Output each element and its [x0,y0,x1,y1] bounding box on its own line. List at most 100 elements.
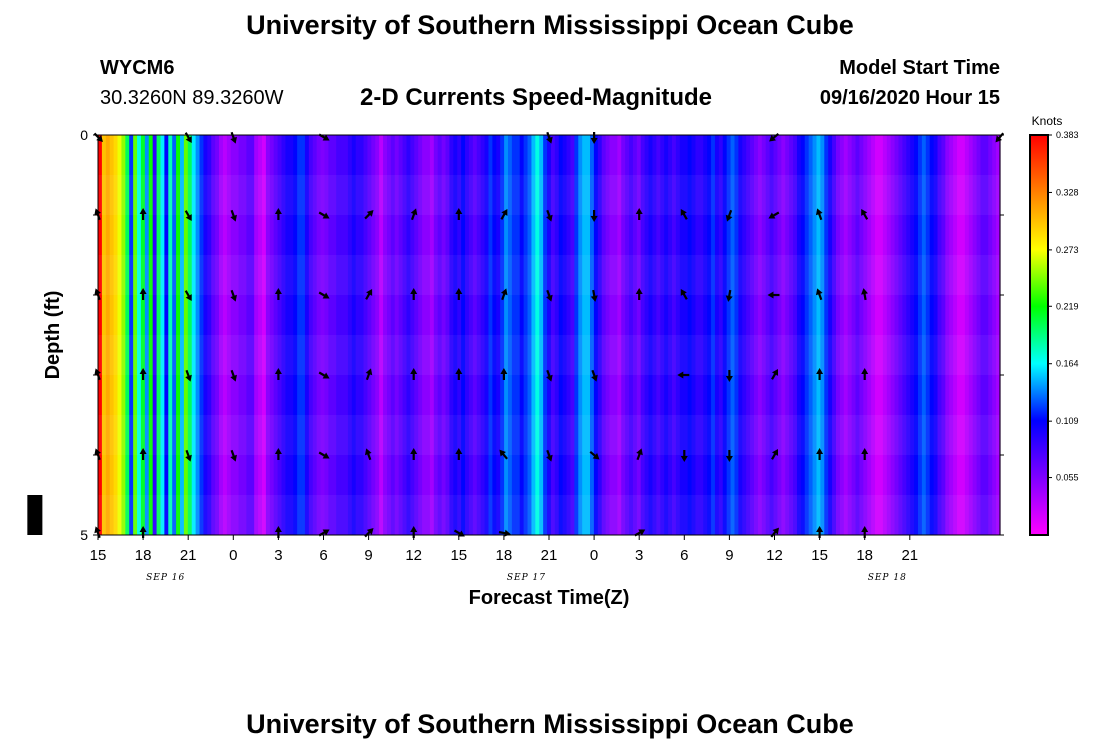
heatmap-cell [777,135,782,535]
heatmap-cell [340,135,345,535]
heatmap-cell [222,135,228,535]
arrow-head [274,448,282,454]
arrow-head [590,295,598,302]
current-arrow [725,370,733,382]
heatmap-cell [859,135,864,535]
heatmap-cell [113,135,119,535]
arrow-head [410,526,418,532]
heatmap-cell [215,135,220,535]
x-tick-label: 21 [541,547,558,564]
colorbar-tick-label: 0.164 [1056,359,1079,369]
current-arrow [230,209,237,222]
heatmap-cell [488,135,493,535]
current-arrow [725,209,733,222]
arrow-head [410,448,418,454]
heatmap-cell [605,135,611,535]
heatmap-cell [949,135,954,535]
arrow-head [274,288,282,294]
x-tick-label: 0 [229,547,237,564]
depth-band [98,415,1000,455]
heatmap-cell [492,135,497,535]
current-arrow [318,371,330,379]
heatmap-cell [839,135,845,535]
arrow-head [500,368,508,374]
heatmap-cell [613,135,618,535]
heatmap-cell [566,135,572,535]
arrow-head [725,456,733,462]
heatmap-cell [226,135,232,535]
heatmap-cell [914,135,919,535]
current-arrow [274,208,282,220]
footer-title: University of Southern Mississippi Ocean… [246,709,854,739]
heatmap-cell [472,135,478,535]
arrow-head [768,212,776,219]
current-arrow [318,211,330,219]
heatmap-cell [918,135,923,535]
heatmap-cell [156,135,162,535]
x-tick-label: 21 [180,547,197,564]
heatmap-cell [468,135,474,535]
heatmap-cell [289,135,294,535]
heatmap-cell [355,135,361,535]
heatmap-cell [761,135,767,535]
arrow-head [636,448,643,456]
current-arrow [364,448,372,461]
heatmap-cell [398,135,404,535]
arrow-head [590,216,598,222]
current-arrow [546,209,553,222]
heatmap-cell [878,135,884,535]
heatmap-cell [437,135,443,535]
arrow-head [995,135,1003,143]
current-arrow [725,289,733,302]
heatmap-cell [347,135,353,535]
arrow-head [230,374,237,382]
heatmap-cell [312,135,318,535]
heatmap-cell [820,135,825,535]
arrow-head [861,526,869,532]
heatmap-cell [847,135,853,535]
heatmap-cell [429,135,435,535]
heatmap-cell [109,135,115,535]
x-tick-label: 9 [364,547,372,564]
y-tick-label: 5 [80,527,88,543]
current-arrow [861,208,869,220]
heatmap-cell [301,135,306,535]
arrow-head [185,136,192,144]
station-id: WYCM6 [100,57,175,79]
current-arrow [139,368,147,380]
heatmap-cell [816,135,821,535]
heatmap-cell [367,135,372,535]
heatmap-cell [285,135,290,535]
arrow-head [861,448,869,454]
arrow-head [410,208,418,216]
arrow-head [861,208,868,216]
current-arrow [499,449,508,460]
heatmap-cell [383,135,388,535]
heatmap-cell [687,135,693,535]
current-arrow [410,448,418,460]
arrow-head [815,288,823,296]
heatmap-cell [101,135,107,535]
heatmap-cell [703,135,708,535]
heatmap-cell [140,135,146,535]
arrow-head [455,368,463,374]
heatmap-cell [359,135,365,535]
x-tick-label: 12 [405,547,422,564]
heatmap-cell [441,135,447,535]
heatmap-cell [550,135,556,535]
heatmap-cell [133,135,138,535]
x-tick-label: 3 [635,547,643,564]
heatmap-cell [632,135,638,535]
current-arrow [770,527,779,538]
heatmap-cell [902,135,907,535]
heatmap-cell [957,135,962,535]
heatmap-cell [765,135,771,535]
arrow-head [455,208,463,214]
heatmap-cell [457,135,462,535]
arrow-head [635,208,643,214]
heatmap-cell [886,135,892,535]
heatmap-cell [480,135,486,535]
heatmap-cell [363,135,369,535]
arrow-head [139,208,147,214]
heatmap-cell [277,135,283,535]
